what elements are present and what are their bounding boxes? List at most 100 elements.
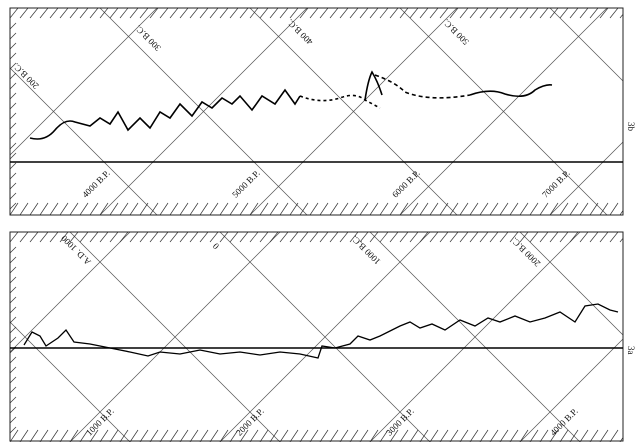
- hatch: [499, 202, 509, 215]
- hatch: [299, 8, 309, 19]
- hatch: [149, 429, 159, 442]
- hatch: [449, 429, 459, 442]
- hatch: [239, 202, 249, 215]
- hatch: [569, 202, 579, 215]
- curve-dotted: [299, 94, 381, 109]
- hatch: [69, 429, 79, 442]
- hatch: [519, 429, 529, 442]
- hatch: [419, 202, 429, 215]
- hatch: [209, 232, 219, 243]
- hatch: [589, 8, 599, 19]
- panel-label: 3a: [626, 346, 636, 355]
- hatch: [159, 232, 169, 243]
- diagonal-line: [0, 8, 7, 215]
- hatch: [219, 202, 229, 215]
- hatch: [399, 429, 409, 442]
- hatch: [339, 232, 349, 243]
- diagonal-line: [249, 8, 458, 215]
- hatch: [309, 8, 319, 19]
- hatch: [209, 429, 219, 442]
- hatch: [219, 8, 229, 19]
- hatch: [10, 32, 17, 40]
- panel-a-frame: [9, 231, 624, 442]
- hatch: [259, 8, 269, 19]
- hatch: [10, 386, 17, 394]
- hatch: [349, 232, 359, 243]
- hatch: [269, 202, 279, 215]
- scale-label: 1000 B.P.: [84, 406, 116, 438]
- hatch: [509, 8, 519, 19]
- hatch: [189, 8, 199, 19]
- hatch: [159, 8, 169, 19]
- hatch: [569, 232, 579, 243]
- diagonal-line: [549, 8, 623, 82]
- hatch: [279, 8, 289, 19]
- diagonal-line: [399, 8, 608, 215]
- hatch: [139, 429, 149, 442]
- hatch: [89, 429, 99, 442]
- hatch: [579, 429, 589, 442]
- hatch: [119, 429, 129, 442]
- diagonal-line: [10, 67, 158, 215]
- scale-label: 2000 B.C.: [509, 236, 542, 269]
- hatch: [10, 286, 17, 294]
- hatch: [539, 8, 549, 19]
- hatch: [279, 202, 289, 215]
- scale-label: 0: [210, 241, 221, 252]
- hatch: [349, 429, 359, 442]
- diagonal-line: [519, 338, 623, 442]
- hatch: [359, 232, 369, 243]
- hatch: [259, 202, 269, 215]
- hatch: [309, 202, 319, 215]
- hatch: [10, 326, 17, 334]
- hatch: [339, 429, 349, 442]
- hatch: [109, 232, 119, 243]
- hatch: [10, 366, 17, 374]
- hatch: [319, 202, 329, 215]
- hatch: [599, 232, 609, 243]
- hatch: [19, 232, 29, 243]
- hatch: [449, 202, 459, 215]
- hatch: [59, 202, 69, 215]
- hatch: [519, 232, 529, 243]
- hatch: [89, 202, 99, 215]
- panel-label: 3b: [626, 122, 636, 132]
- hatch: [10, 52, 17, 60]
- hatch: [419, 232, 429, 243]
- hatch: [189, 232, 199, 243]
- hatch: [59, 8, 69, 19]
- hatch: [129, 202, 139, 215]
- hatch: [599, 8, 609, 19]
- hatch: [10, 256, 17, 264]
- hatch: [409, 202, 419, 215]
- hatch: [479, 429, 489, 442]
- hatch: [419, 8, 429, 19]
- hatch: [69, 202, 79, 215]
- hatch: [439, 232, 449, 243]
- panel-b-frame: [9, 7, 624, 216]
- hatch: [459, 232, 469, 243]
- hatch: [409, 232, 419, 243]
- diagonal-line: [0, 8, 7, 215]
- hatch: [499, 429, 509, 442]
- hatch: [319, 8, 329, 19]
- hatch: [10, 112, 17, 120]
- hatch: [389, 232, 399, 243]
- hatch: [289, 429, 299, 442]
- hatch: [39, 429, 49, 442]
- panel-b-grid: [0, 8, 623, 215]
- curve: [23, 303, 619, 359]
- hatch: [179, 202, 189, 215]
- hatch: [49, 8, 59, 19]
- hatch: [409, 8, 419, 19]
- hatch: [429, 202, 439, 215]
- hatch: [269, 429, 279, 442]
- hatch: [559, 429, 569, 442]
- hatch: [269, 8, 279, 19]
- hatch: [10, 232, 19, 243]
- hatch: [10, 102, 17, 110]
- scale-label: 1000 B.C.: [349, 234, 382, 267]
- curve: [469, 84, 553, 98]
- hatch: [89, 232, 99, 243]
- hatch: [329, 429, 339, 442]
